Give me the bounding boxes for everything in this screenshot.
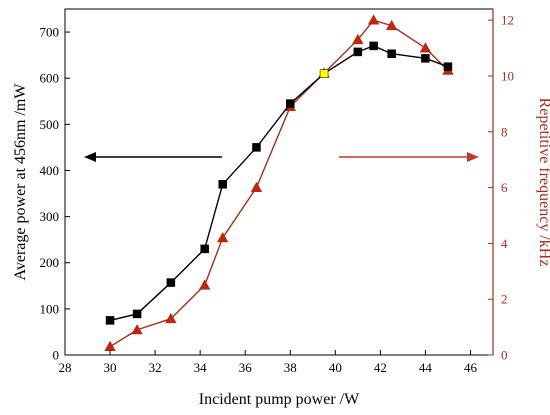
triangle-point: [131, 324, 143, 335]
y-axis-left-title: Average power at 456nm /mW: [12, 83, 29, 281]
square-point: [105, 316, 115, 325]
square-point: [286, 99, 295, 108]
x-tick-label: 42: [374, 360, 387, 375]
square-point: [443, 62, 453, 71]
triangle-point: [385, 19, 398, 31]
y-left-tick-label: 400: [40, 163, 60, 178]
x-axis-title: Incident pump power /W: [199, 391, 360, 408]
square-point: [218, 180, 227, 189]
triangle-point: [419, 42, 432, 53]
triangle-point: [198, 279, 211, 290]
y-left-tick-label: 700: [40, 25, 60, 40]
x-tick-label: 38: [284, 360, 297, 375]
triangle-point: [367, 14, 380, 25]
y-left-tick-label: 500: [40, 117, 60, 132]
square-point: [421, 54, 430, 63]
triangle-point: [165, 312, 177, 324]
x-tick-label: 28: [59, 360, 72, 375]
triangle-point: [352, 33, 364, 45]
x-tick-label: 34: [194, 360, 208, 375]
square-point: [319, 69, 329, 78]
x-tick-label: 40: [329, 360, 342, 375]
square-point: [369, 41, 378, 51]
y-right-tick-label: 6: [501, 180, 508, 195]
x-tick-label: 32: [149, 360, 162, 375]
y-right-tick-label: 4: [501, 236, 508, 251]
x-tick-label: 30: [104, 360, 117, 375]
y-right-tick-label: 8: [501, 124, 508, 139]
arrow-left-head: [84, 152, 96, 162]
y-right-tick-label: 10: [501, 68, 514, 83]
y-right-tick-label: 12: [501, 13, 514, 28]
y-left-tick-label: 0: [53, 348, 60, 363]
triangle-point: [250, 181, 263, 192]
y-left-tick-label: 300: [40, 209, 60, 224]
x-tick-label: 36: [239, 360, 253, 375]
y-left-tick-label: 100: [40, 301, 60, 316]
arrow-right-head: [467, 152, 479, 162]
series-line-repetitive-frequency: [109, 19, 449, 348]
square-point: [252, 143, 261, 152]
triangle-point: [104, 340, 116, 352]
x-tick-label: 46: [464, 360, 478, 375]
y-right-tick-label: 0: [501, 348, 508, 363]
triangle-point: [217, 231, 229, 243]
y-left-tick-label: 200: [40, 255, 60, 270]
y-right-tick-label: 2: [501, 292, 508, 307]
square-point: [353, 47, 363, 57]
square-point: [387, 49, 396, 58]
series-line-average-power: [109, 45, 449, 322]
x-tick-label: 44: [419, 360, 433, 375]
square-point: [200, 244, 209, 254]
y-left-tick-label: 600: [40, 71, 60, 86]
square-point: [166, 278, 176, 287]
square-point: [132, 309, 142, 319]
y-axis-right-title: Repetitive frequency /kHz: [536, 98, 550, 267]
